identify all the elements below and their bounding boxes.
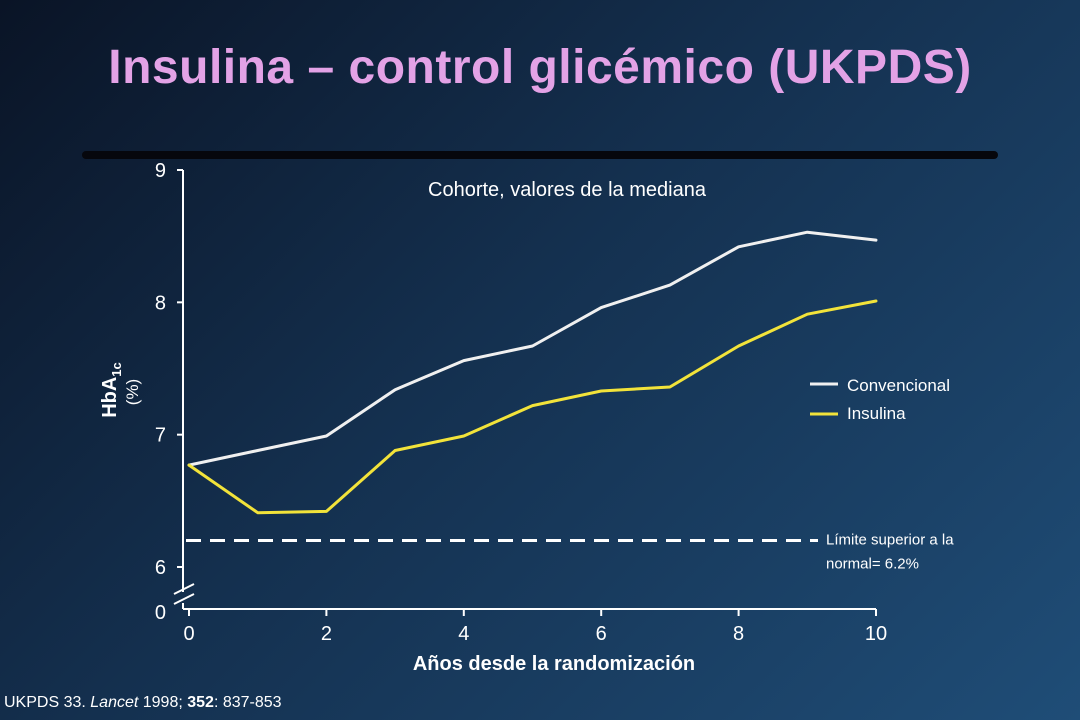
y-axis-label-subscript: 1c — [109, 362, 124, 376]
x-tick-label: 8 — [733, 623, 744, 645]
citation-pages: : 837-853 — [213, 694, 282, 711]
y-axis-unit: (%) — [123, 379, 142, 405]
axis-break-mark — [173, 583, 195, 595]
series-line-convencional — [187, 230, 878, 467]
title-divider — [82, 151, 998, 159]
citation-journal: Lancet — [90, 694, 139, 711]
y-tick-label: 8 — [155, 292, 166, 314]
x-tick-label: 10 — [865, 623, 887, 645]
reference-line-label: normal= 6.2% — [826, 556, 919, 573]
citation: UKPDS 33. Lancet 1998; 352: 837-853 — [4, 694, 282, 712]
citation-year: 1998; — [138, 694, 188, 711]
series-line-insulina — [187, 299, 878, 515]
y-tick-label: 7 — [155, 425, 166, 447]
y-tick-label: 6 — [155, 557, 166, 579]
x-tick-label: 6 — [596, 623, 607, 645]
y-axis-label-group: HbA1c (%) — [99, 362, 142, 418]
x-tick-label: 4 — [458, 623, 469, 645]
chart-plot-area: Límite superior a la normal= 6.2% Convenci… — [186, 230, 954, 573]
legend-label: Insulina — [847, 404, 906, 423]
page-title: Insulina – control glicémico (UKPDS) — [108, 41, 972, 94]
y-axis-label: HbA1c — [99, 362, 124, 418]
axis-break-mark — [173, 593, 195, 605]
chart-subtitle: Cohorte, valores de la mediana — [428, 179, 707, 201]
legend-label: Convencional — [847, 376, 950, 395]
citation-prefix: UKPDS 33. — [4, 694, 91, 711]
reference-line-label: Límite superior a la — [826, 532, 954, 549]
x-axis-label: Años desde la randomización — [413, 653, 695, 675]
y-axis-label-main: HbA — [99, 377, 121, 418]
x-tick-label: 2 — [321, 623, 332, 645]
y-tick-label-zero: 0 — [155, 602, 166, 624]
x-tick-label: 0 — [183, 623, 194, 645]
y-tick-label: 9 — [155, 160, 166, 182]
chart-axes: 6 7 8 9 00 2 4 6 8 10 — [155, 160, 887, 645]
citation-volume: 352 — [187, 694, 214, 711]
